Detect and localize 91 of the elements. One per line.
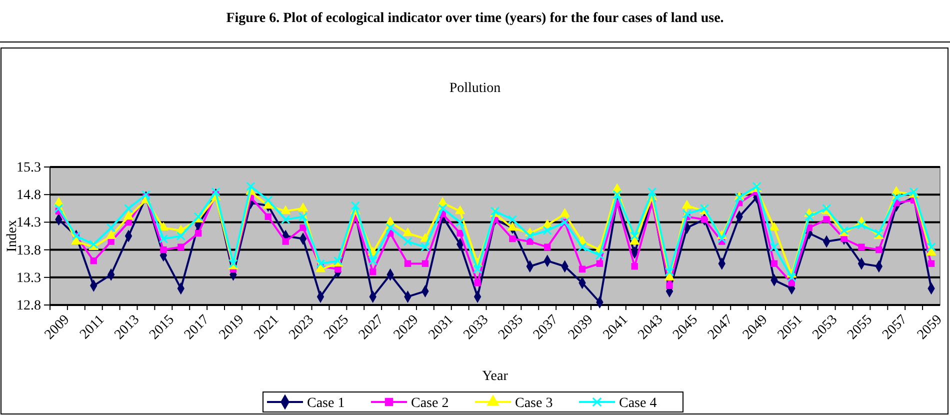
point — [386, 223, 395, 232]
point — [856, 220, 866, 230]
point — [298, 202, 308, 212]
point — [298, 212, 308, 222]
point — [334, 266, 342, 272]
y-tick-label: 12.8 — [16, 298, 41, 314]
legend-label: Case 3 — [515, 396, 553, 411]
point — [54, 204, 64, 213]
y-tick-label: 13.3 — [16, 270, 41, 286]
point — [666, 282, 673, 290]
point — [787, 272, 796, 282]
point — [246, 182, 256, 191]
point — [578, 266, 586, 272]
point — [422, 260, 429, 267]
point — [682, 200, 692, 209]
point — [647, 187, 657, 196]
point — [456, 230, 464, 237]
point — [682, 209, 692, 218]
point — [472, 264, 482, 274]
point — [630, 231, 640, 241]
point — [194, 230, 202, 237]
point — [264, 196, 273, 205]
point — [595, 250, 604, 260]
chart-title: Figure 6. Plot of ecological indicator over time (years) for the four cases of land use. — [226, 11, 724, 26]
point — [264, 213, 272, 220]
point — [178, 244, 184, 250]
point — [455, 205, 466, 214]
point — [926, 246, 936, 256]
point — [438, 204, 448, 213]
point — [542, 226, 552, 236]
point — [281, 214, 290, 224]
point — [315, 263, 326, 272]
x-axis-title: Year — [482, 369, 508, 384]
point — [474, 280, 481, 286]
point — [160, 246, 167, 254]
point — [106, 223, 116, 232]
point — [858, 244, 865, 250]
point — [560, 208, 570, 217]
point — [631, 263, 638, 270]
point — [630, 236, 640, 244]
point — [456, 218, 465, 227]
point — [770, 242, 779, 252]
point — [525, 231, 534, 241]
point — [108, 238, 114, 245]
point — [211, 187, 220, 196]
point — [876, 246, 882, 254]
point — [350, 201, 360, 210]
y-tick-label: 13.8 — [16, 243, 41, 258]
point — [282, 238, 289, 245]
point — [892, 192, 901, 202]
point — [596, 260, 604, 267]
point — [368, 256, 378, 266]
point — [300, 224, 306, 232]
point — [124, 204, 134, 213]
point — [769, 222, 780, 231]
point — [280, 205, 291, 214]
y-tick-label: 14.8 — [16, 188, 41, 204]
legend-label: Case 1 — [307, 396, 345, 411]
chart-subtitle: Pollution — [449, 81, 501, 96]
x-tick-label: 2011 — [78, 312, 108, 342]
point — [507, 222, 518, 231]
point — [770, 260, 778, 267]
point — [664, 267, 674, 276]
point — [141, 190, 151, 200]
point — [420, 242, 430, 252]
point — [403, 236, 412, 246]
legend-label: Case 4 — [619, 396, 657, 411]
point — [840, 235, 848, 242]
point — [106, 230, 116, 239]
point — [158, 234, 168, 244]
point — [926, 242, 936, 252]
point — [823, 216, 830, 223]
point — [71, 236, 82, 244]
point — [928, 260, 935, 267]
point — [578, 242, 587, 252]
legend-label: Case 2 — [411, 396, 449, 411]
point — [544, 244, 551, 250]
point — [508, 214, 518, 224]
point — [176, 231, 186, 241]
point — [804, 212, 814, 222]
point — [123, 210, 134, 220]
point — [717, 234, 726, 244]
y-tick-label: 14.3 — [16, 216, 41, 231]
point — [404, 260, 412, 267]
point — [90, 257, 97, 264]
point — [612, 190, 622, 200]
point — [509, 235, 516, 242]
point — [316, 259, 326, 268]
y-tick-label: 15.3 — [16, 160, 41, 176]
point — [402, 227, 413, 236]
point — [369, 268, 376, 276]
